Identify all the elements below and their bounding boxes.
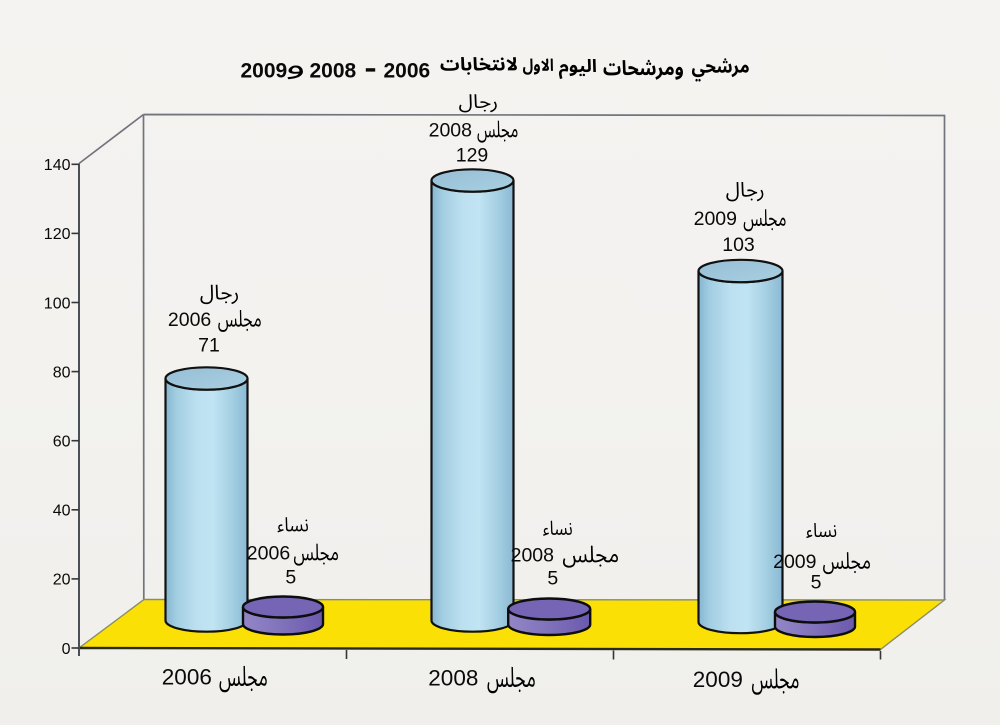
svg-text:71: 71 xyxy=(198,335,220,357)
svg-text:140: 140 xyxy=(44,157,71,174)
svg-text:0: 0 xyxy=(62,641,71,658)
svg-text:2009: 2009 xyxy=(241,60,288,83)
svg-text:2006: 2006 xyxy=(162,665,212,690)
svg-text:100: 100 xyxy=(44,295,71,312)
svg-text:5: 5 xyxy=(547,568,558,590)
svg-text:103: 103 xyxy=(722,234,755,256)
svg-text:5: 5 xyxy=(811,572,822,594)
svg-text:20: 20 xyxy=(53,572,71,589)
svg-text:80: 80 xyxy=(53,364,71,381)
svg-text:2008: 2008 xyxy=(511,545,554,567)
svg-text:5: 5 xyxy=(285,567,296,589)
svg-text:2008: 2008 xyxy=(428,666,478,691)
svg-text:2008: 2008 xyxy=(310,60,357,83)
svg-text:2009: 2009 xyxy=(773,551,816,573)
svg-text:2006: 2006 xyxy=(384,60,431,83)
svg-text:129: 129 xyxy=(456,144,489,166)
svg-text:2006: 2006 xyxy=(247,543,290,565)
svg-text:2006: 2006 xyxy=(168,309,211,331)
svg-text:60: 60 xyxy=(53,434,71,451)
svg-text:2009: 2009 xyxy=(693,667,743,692)
svg-text:40: 40 xyxy=(53,503,71,520)
svg-text:120: 120 xyxy=(44,226,71,243)
svg-text:2009: 2009 xyxy=(694,208,737,230)
svg-text:2008: 2008 xyxy=(429,120,472,142)
